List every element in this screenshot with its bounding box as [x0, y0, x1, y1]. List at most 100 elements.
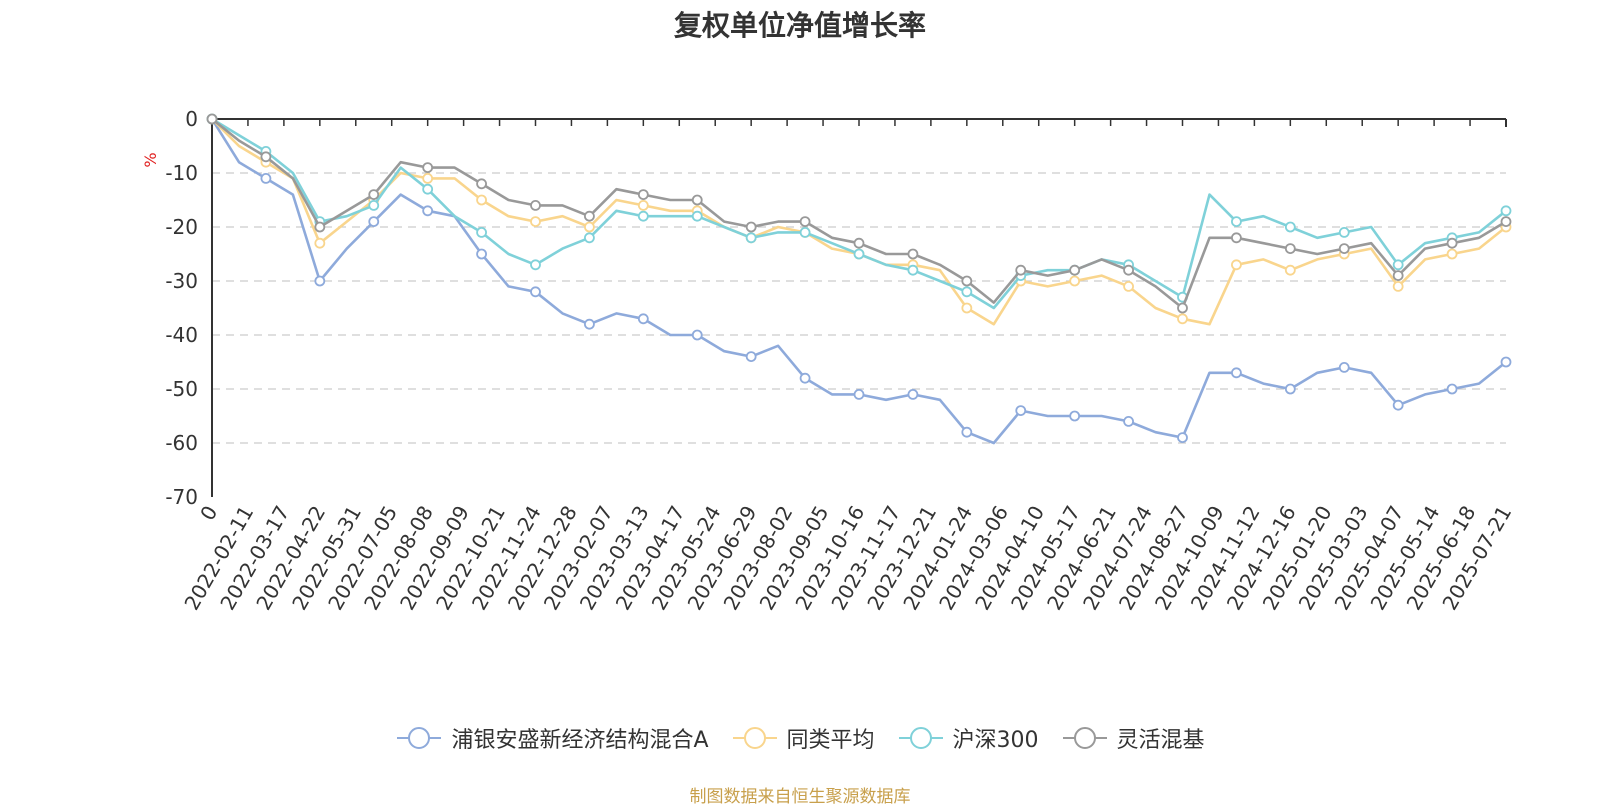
legend-item-csi300[interactable]: 沪深300 — [897, 722, 1039, 754]
data-point-3 — [745, 221, 757, 233]
data-point-0 — [476, 248, 487, 260]
series-line-1 — [211, 118, 1507, 326]
data-point-2 — [853, 248, 865, 260]
data-point-3 — [1177, 302, 1188, 314]
y-tick-label: -30 — [165, 269, 198, 293]
data-point-3 — [584, 210, 595, 222]
legend-marker-flexible-hybrid — [1062, 727, 1107, 749]
data-point-0 — [1069, 410, 1081, 422]
legend-item-peer-average[interactable]: 同类平均 — [731, 722, 875, 754]
data-point-1 — [961, 302, 973, 314]
data-point-2 — [422, 183, 434, 195]
data-point-0 — [1123, 415, 1134, 427]
data-point-0 — [1231, 367, 1242, 379]
data-point-0 — [260, 172, 272, 184]
legend-label-flexible-hybrid: 灵活混基 — [1116, 728, 1205, 753]
data-point-0 — [1177, 432, 1188, 444]
data-point-0 — [1284, 383, 1296, 395]
data-point-0 — [1392, 399, 1404, 411]
data-point-0 — [314, 275, 326, 287]
data-point-0 — [799, 372, 811, 384]
data-point-1 — [1177, 313, 1188, 325]
x-tick-label: 0 — [195, 502, 222, 525]
data-point-3 — [1069, 264, 1081, 276]
data-point-3 — [530, 199, 541, 211]
data-point-0 — [422, 205, 434, 217]
data-point-2 — [368, 199, 380, 211]
data-point-0 — [961, 426, 973, 438]
data-point-0 — [1338, 361, 1350, 373]
data-point-3 — [637, 189, 649, 201]
y-tick-label: 0 — [185, 107, 198, 131]
data-source-note: 制图数据来自恒生聚源数据库 — [689, 787, 911, 807]
data-point-1 — [422, 172, 434, 184]
data-point-3 — [476, 178, 487, 190]
data-point-3 — [1123, 264, 1134, 276]
legend-marker-csi300 — [898, 727, 943, 749]
y-tick-label: -70 — [165, 485, 198, 509]
data-point-0 — [1446, 383, 1458, 395]
data-point-3 — [260, 151, 272, 163]
data-point-0 — [691, 329, 703, 341]
data-point-2 — [1500, 205, 1512, 217]
data-point-0 — [637, 313, 649, 325]
data-point-3 — [1392, 270, 1404, 282]
data-point-2 — [961, 286, 973, 298]
data-point-0 — [853, 388, 865, 400]
data-point-0 — [530, 286, 541, 298]
data-point-2 — [1392, 259, 1404, 271]
data-point-1 — [1284, 264, 1296, 276]
data-point-1 — [1123, 280, 1134, 292]
legend-label-csi300: 沪深300 — [952, 728, 1039, 753]
data-point-3 — [1446, 237, 1458, 249]
legend-item-fund[interactable]: 浦银安盛新经济结构混合A — [395, 722, 709, 754]
data-point-2 — [530, 259, 541, 271]
data-point-0 — [368, 216, 380, 228]
data-point-3 — [961, 275, 973, 287]
y-axis-label: % — [141, 152, 160, 167]
series-line-2 — [211, 117, 1507, 310]
data-point-3 — [907, 248, 919, 260]
data-point-1 — [1069, 275, 1081, 287]
data-point-3 — [1338, 243, 1350, 255]
data-point-2 — [1231, 216, 1242, 228]
data-point-1 — [637, 199, 649, 211]
data-point-2 — [799, 226, 811, 238]
data-point-3 — [368, 189, 380, 201]
data-point-2 — [637, 210, 649, 222]
data-point-3 — [1231, 232, 1242, 244]
y-tick-label: -20 — [165, 215, 198, 239]
data-point-0 — [907, 388, 919, 400]
data-point-2 — [1338, 226, 1350, 238]
data-point-3 — [422, 162, 434, 174]
y-tick-label: -40 — [165, 323, 198, 347]
data-point-3 — [314, 221, 326, 233]
chart-title: 复权单位净值增长率 — [673, 9, 926, 42]
legend-marker-peer-average — [732, 727, 777, 749]
data-point-2 — [691, 210, 703, 222]
legend-label-peer-average: 同类平均 — [786, 728, 875, 753]
data-point-3 — [206, 113, 218, 125]
y-tick-label: -10 — [165, 161, 198, 185]
data-point-2 — [745, 232, 757, 244]
data-point-3 — [853, 237, 865, 249]
data-point-1 — [1231, 259, 1242, 271]
legend-item-flexible-hybrid[interactable]: 灵活混基 — [1061, 722, 1205, 754]
legend-marker-fund — [397, 727, 442, 749]
data-point-2 — [907, 264, 919, 276]
data-point-2 — [1284, 221, 1296, 233]
data-point-0 — [1015, 405, 1027, 417]
data-point-2 — [476, 226, 487, 238]
data-point-1 — [1446, 248, 1458, 260]
data-point-3 — [691, 194, 703, 206]
data-point-3 — [1284, 243, 1296, 255]
data-point-0 — [584, 318, 595, 330]
legend-label-fund: 浦银安盛新经济结构混合A — [451, 728, 709, 753]
y-tick-label: -60 — [165, 431, 198, 455]
data-point-1 — [584, 221, 595, 233]
data-point-0 — [1500, 356, 1512, 368]
series-line-3 — [211, 117, 1507, 310]
data-point-1 — [530, 216, 541, 228]
data-point-1 — [476, 194, 487, 206]
